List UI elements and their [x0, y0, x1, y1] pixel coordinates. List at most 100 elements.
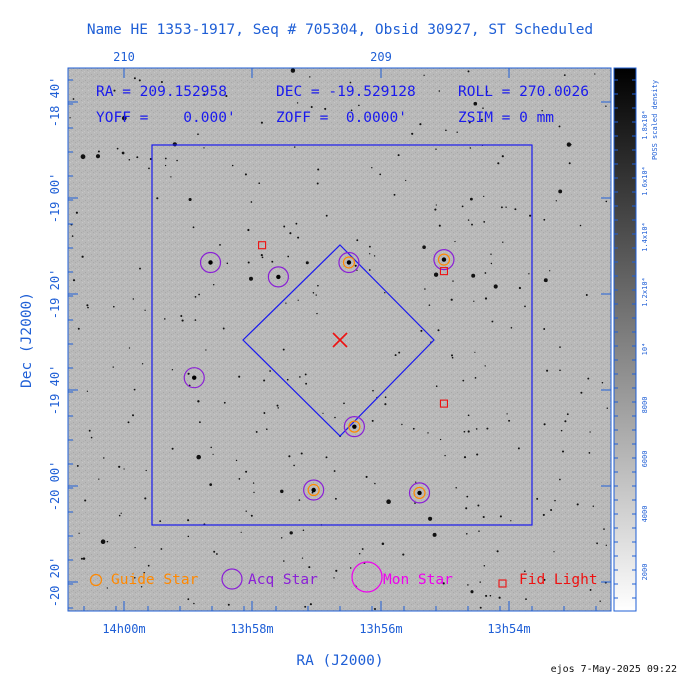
background-star [439, 438, 442, 441]
background-star [463, 430, 466, 433]
legend-fid-label: Fid Light [519, 572, 598, 588]
background-star [433, 272, 439, 277]
background-star [479, 581, 481, 583]
background-star [263, 412, 266, 414]
background-star [514, 208, 517, 211]
background-star [171, 447, 174, 450]
background-star [543, 218, 546, 221]
background-star [423, 74, 425, 76]
background-star [80, 557, 83, 560]
colorbar-tick-label: 8000 [641, 397, 649, 414]
background-star [144, 497, 147, 500]
background-star [333, 470, 336, 472]
colorbar-gradient [613, 67, 637, 612]
background-star [474, 351, 476, 353]
background-star [356, 239, 359, 242]
legend-mon-symbol [351, 561, 383, 593]
legend-mon-label: Mon Star [383, 572, 453, 588]
background-star [542, 513, 545, 516]
background-star [132, 414, 134, 417]
background-star [435, 148, 437, 150]
background-star [502, 241, 504, 243]
background-star [76, 464, 79, 467]
background-star [505, 206, 507, 208]
background-star [371, 167, 373, 169]
background-star [356, 269, 358, 272]
colorbar-tick-label: 1.2x10⁴ [641, 277, 649, 307]
acq-star-marker [303, 479, 325, 501]
background-star [180, 314, 183, 318]
background-star [128, 347, 131, 349]
background-star [474, 377, 477, 379]
background-star [365, 475, 368, 478]
background-star [438, 224, 441, 227]
background-star [289, 531, 293, 535]
background-star [371, 419, 374, 422]
background-star [77, 327, 80, 330]
background-star [490, 262, 493, 265]
background-star [498, 596, 501, 599]
background-star [467, 414, 470, 417]
background-star [271, 260, 274, 263]
background-star [316, 182, 319, 185]
background-star [187, 535, 190, 538]
background-star [258, 182, 261, 185]
x-top-tick-label: 209 [370, 50, 392, 64]
background-star [199, 421, 201, 424]
acq-star-marker [267, 266, 289, 288]
background-star [463, 456, 467, 459]
background-star [247, 261, 250, 264]
background-star [467, 430, 470, 433]
background-star [434, 208, 437, 211]
background-star [470, 590, 474, 594]
info-dec: DEC = -19.529128 [276, 84, 416, 100]
background-star [147, 564, 150, 567]
catalog-star [346, 260, 352, 265]
background-star [384, 292, 386, 294]
background-star [222, 327, 225, 330]
background-star [510, 327, 513, 329]
background-star [238, 478, 241, 480]
background-star [212, 283, 215, 286]
background-star [116, 147, 119, 150]
catalog-star [311, 487, 316, 493]
background-star [181, 319, 184, 322]
background-star [187, 519, 190, 522]
background-star [451, 356, 454, 359]
guide-star-marker [413, 486, 426, 499]
background-star [384, 403, 387, 406]
colorbar-tick-label: 4000 [641, 506, 649, 523]
catalog-star [276, 274, 281, 280]
background-star [489, 594, 492, 597]
info-roll: ROLL = 270.0026 [458, 84, 589, 100]
background-star [476, 453, 479, 456]
legend-acq-label: Acq Star [248, 572, 318, 588]
background-star [176, 159, 178, 162]
background-star [95, 154, 101, 159]
background-star [486, 427, 489, 430]
background-star [358, 104, 360, 107]
background-star [261, 256, 264, 259]
background-star [133, 388, 136, 391]
background-star [372, 389, 374, 392]
background-star [140, 586, 143, 588]
background-star [280, 489, 284, 494]
background-star [139, 267, 141, 270]
background-star [103, 457, 105, 459]
background-star [81, 255, 84, 258]
background-star [596, 542, 598, 545]
background-star [219, 244, 221, 246]
background-star [277, 407, 279, 409]
background-star [461, 205, 464, 208]
background-star [435, 385, 438, 388]
background-star [471, 223, 473, 226]
background-star [304, 605, 307, 608]
background-star [112, 366, 114, 368]
background-star [134, 577, 136, 579]
background-star [543, 578, 546, 581]
background-star [422, 245, 426, 249]
background-star [106, 587, 108, 589]
background-star [118, 514, 121, 517]
background-star [438, 90, 441, 92]
